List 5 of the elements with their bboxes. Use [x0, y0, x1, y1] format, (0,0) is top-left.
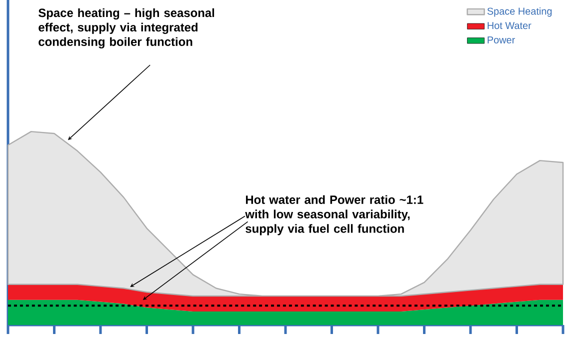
annotation: Hot water and Power ratio ~1:1 with low seasonal variability, supply via fuel cell function	[245, 195, 424, 236]
text: Space heating – high seasonal effect, supply via integrated condensing boiler function	[38, 8, 214, 48]
legend-label: Power	[488, 36, 515, 44]
legend-label: Space Heating	[487, 7, 552, 17]
legend-label: Hot Water	[488, 22, 532, 30]
